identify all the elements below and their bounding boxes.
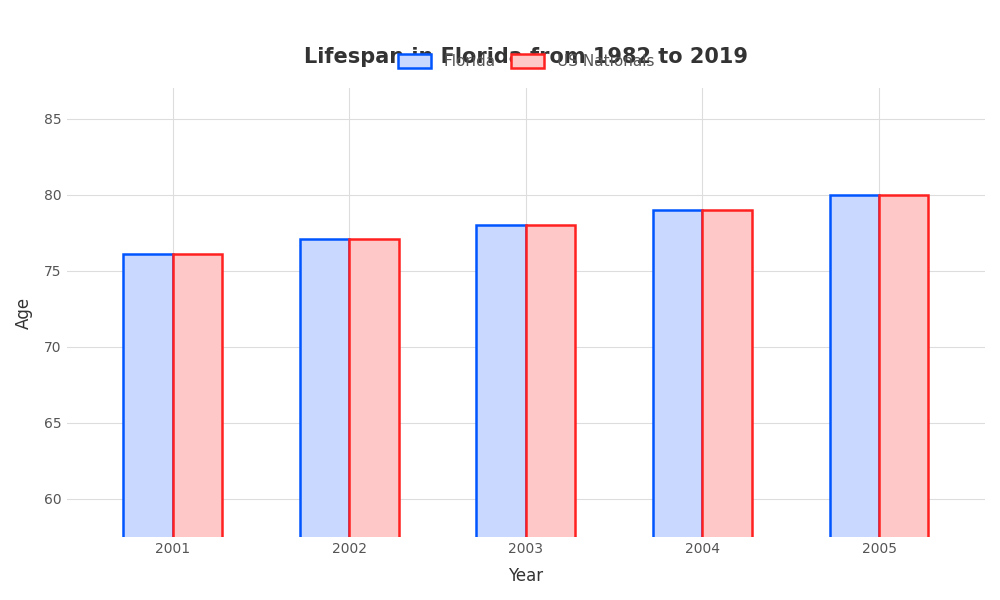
Bar bbox=[526, 225, 575, 600]
Bar bbox=[830, 194, 879, 600]
Bar bbox=[349, 239, 399, 600]
Bar bbox=[702, 210, 752, 600]
Bar bbox=[653, 210, 702, 600]
Y-axis label: Age: Age bbox=[15, 296, 33, 329]
X-axis label: Year: Year bbox=[508, 567, 543, 585]
Title: Lifespan in Florida from 1982 to 2019: Lifespan in Florida from 1982 to 2019 bbox=[304, 47, 748, 67]
Legend: Florida, US Nationals: Florida, US Nationals bbox=[390, 46, 662, 77]
Bar bbox=[300, 239, 349, 600]
Bar bbox=[173, 254, 222, 600]
Bar bbox=[476, 225, 526, 600]
Bar bbox=[123, 254, 173, 600]
Bar bbox=[879, 194, 928, 600]
